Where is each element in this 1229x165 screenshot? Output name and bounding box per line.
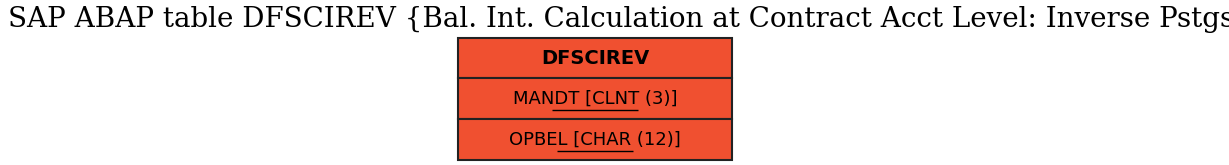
Text: SAP ABAP table DFSCIREV {Bal. Int. Calculation at Contract Acct Level: Inverse P: SAP ABAP table DFSCIREV {Bal. Int. Calcu… [9, 6, 1229, 33]
Text: OPBEL [CHAR (12)]: OPBEL [CHAR (12)] [509, 131, 681, 148]
Bar [458, 78, 732, 119]
Bar [458, 38, 732, 78]
Bar [458, 119, 732, 160]
Text: DFSCIREV: DFSCIREV [541, 49, 649, 67]
Text: MANDT [CLNT (3)]: MANDT [CLNT (3)] [512, 89, 677, 108]
